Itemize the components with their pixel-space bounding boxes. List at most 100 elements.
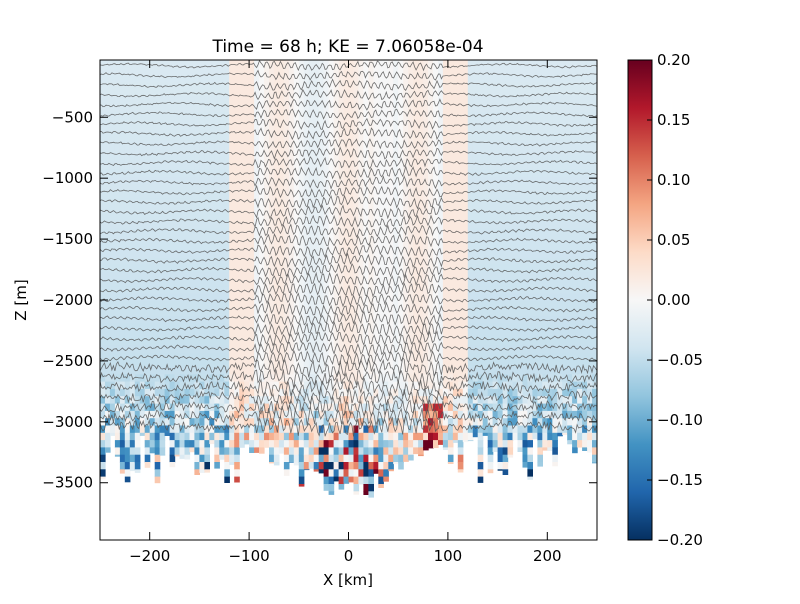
field-cell: [254, 293, 260, 302]
field-cell: [403, 330, 409, 339]
field-cell: [373, 330, 379, 339]
field-cell: [298, 111, 305, 120]
field-cell: [457, 454, 464, 463]
field-cell: [413, 367, 419, 375]
field-cell: [114, 74, 121, 83]
field-cell: [328, 337, 335, 346]
field-cell: [149, 169, 156, 178]
field-cell: [249, 206, 255, 215]
field-cell: [303, 96, 310, 105]
field-cell: [323, 418, 330, 427]
field-cell: [164, 235, 171, 244]
field-cell: [368, 432, 374, 441]
field-cell: [239, 235, 245, 244]
field-cell: [467, 125, 474, 134]
field-cell: [413, 374, 419, 383]
field-cell: [164, 330, 171, 339]
field-cell: [264, 257, 270, 266]
field-cell: [527, 213, 533, 222]
field-cell: [134, 337, 141, 346]
field-cell: [522, 89, 529, 98]
field-cell: [109, 381, 116, 390]
field-cell: [134, 155, 141, 163]
field-cell: [273, 155, 280, 163]
field-cell: [229, 74, 235, 83]
field-cell: [303, 337, 310, 346]
field-cell: [179, 155, 186, 163]
field-cell: [393, 454, 399, 463]
field-cell: [428, 396, 434, 405]
field-cell: [512, 403, 519, 412]
field-cell: [154, 257, 161, 266]
field-cell: [174, 89, 181, 98]
field-cell: [209, 410, 215, 419]
field-cell: [144, 147, 151, 156]
field-cell: [105, 381, 111, 390]
field-cell: [452, 162, 459, 171]
field-cell: [278, 103, 285, 112]
field-cell: [264, 418, 270, 427]
field-cell: [100, 169, 106, 178]
field-cell: [477, 184, 484, 193]
field-cell: [487, 425, 494, 434]
field-cell: [348, 462, 355, 470]
field-cell: [264, 103, 270, 112]
field-cell: [413, 111, 419, 120]
field-cell: [278, 250, 285, 258]
field-cell: [413, 213, 419, 222]
field-cell: [532, 60, 538, 68]
field-cell: [308, 440, 315, 448]
field-cell: [442, 440, 449, 448]
field-cell: [333, 103, 340, 112]
field-cell: [199, 228, 205, 236]
field-cell: [462, 60, 469, 68]
field-cell: [353, 476, 360, 485]
field-cell: [363, 81, 369, 90]
field-cell: [288, 403, 295, 412]
field-cell: [264, 60, 270, 68]
field-cell: [472, 315, 479, 324]
field-cell: [467, 352, 474, 361]
field-cell: [239, 111, 245, 120]
field-cell: [179, 352, 186, 361]
field-cell: [308, 177, 315, 185]
field-cell: [338, 111, 345, 120]
field-cell: [497, 367, 504, 375]
field-cell: [184, 440, 191, 448]
field-cell: [239, 352, 245, 361]
field-cell: [532, 155, 538, 163]
field-cell: [353, 359, 360, 368]
field-cell: [184, 235, 191, 244]
field-cell: [308, 264, 315, 273]
field-cell: [373, 118, 379, 127]
field-cell: [462, 140, 469, 149]
field-cell: [298, 67, 305, 76]
field-cell: [239, 140, 245, 149]
field-cell: [462, 418, 469, 427]
field-cell: [273, 177, 280, 185]
field-cell: [159, 220, 166, 229]
field-cell: [388, 250, 394, 258]
field-cell: [537, 367, 543, 375]
field-cell: [100, 67, 106, 76]
field-cell: [403, 147, 409, 156]
field-cell: [522, 155, 529, 163]
field-cell: [283, 169, 290, 178]
field-cell: [358, 462, 364, 470]
field-cell: [378, 89, 384, 98]
field-cell: [318, 359, 325, 368]
field-cell: [298, 133, 305, 141]
field-cell: [323, 330, 330, 339]
field-cell: [139, 432, 146, 436]
field-cell: [403, 111, 409, 120]
field-cell: [144, 359, 151, 368]
field-cell: [363, 74, 369, 83]
field-cell: [239, 89, 245, 98]
field-cell: [452, 308, 459, 317]
field-cell: [313, 462, 320, 470]
field-cell: [462, 432, 469, 441]
field-cell: [497, 257, 504, 266]
field-cell: [134, 301, 141, 310]
field-cell: [413, 315, 419, 324]
field-cell: [348, 388, 355, 397]
